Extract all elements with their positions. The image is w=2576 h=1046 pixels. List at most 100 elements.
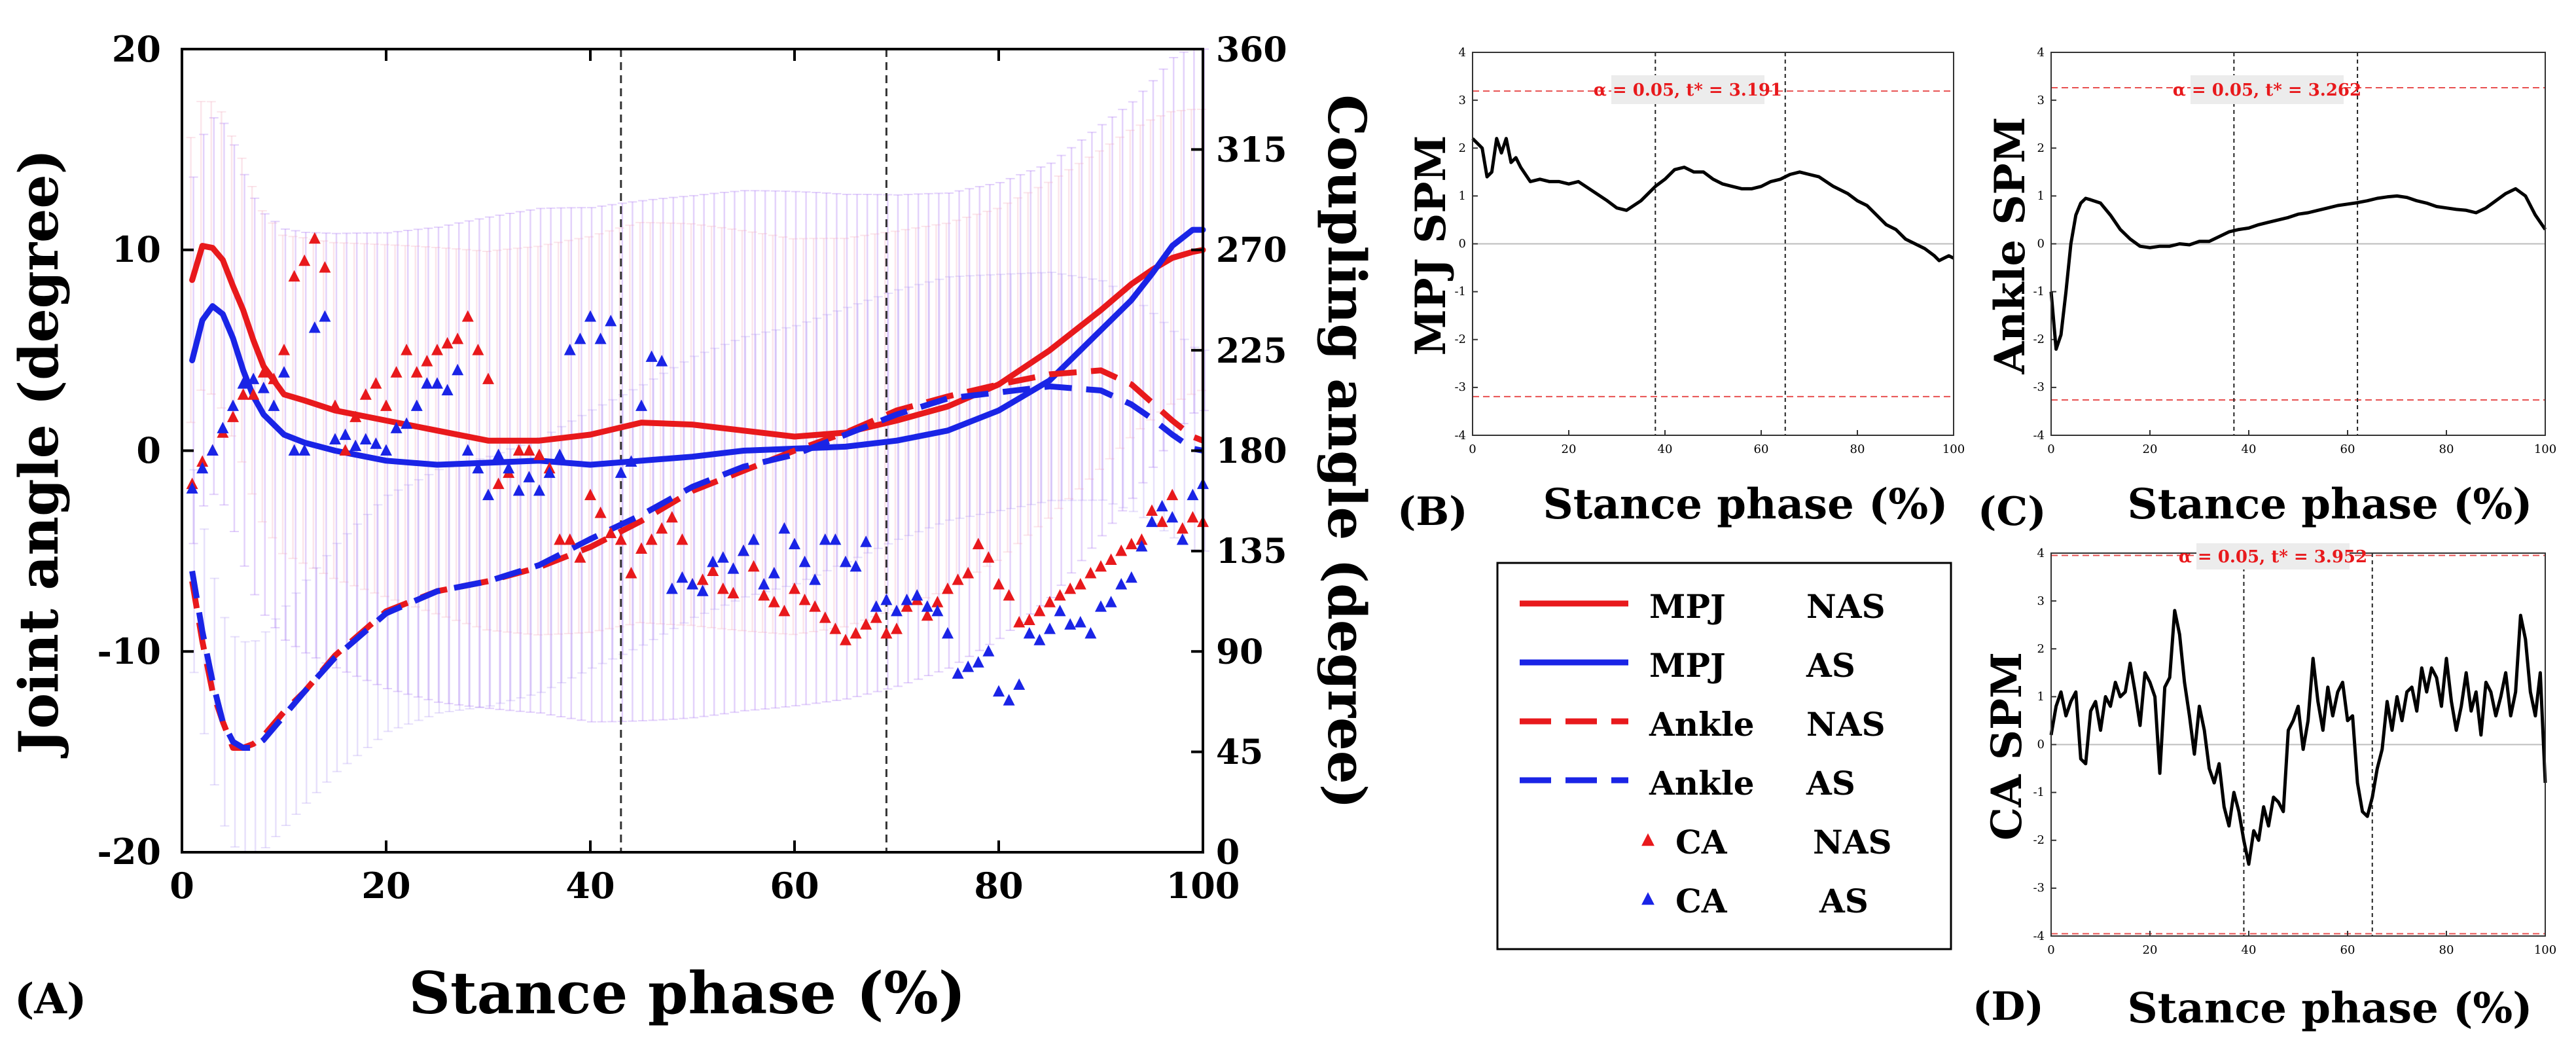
panel-c-chart: α = 0.05, t* = 3.262 4 3 2 1 0 -1 -2 -3 … [1978, 46, 2556, 535]
ca-point-as [268, 399, 280, 411]
panel-c-y-tick: 3 [2037, 94, 2045, 107]
panel-d-x-tick: 0 [2047, 943, 2054, 957]
panel-d-y-tick: 2 [2037, 642, 2045, 656]
ca-point-nas [329, 399, 341, 411]
panel-a-x-tick: 0 [170, 865, 194, 907]
panel-c-x-tick: 60 [2340, 442, 2355, 456]
panel-c-y-tick: -1 [2033, 285, 2045, 298]
panel-b-axes-frame [1472, 52, 1954, 436]
ca-point-nas [278, 344, 290, 355]
ca-point-nas [1033, 604, 1046, 617]
panel-d-y-tick: -3 [2033, 881, 2045, 895]
legend-entry-name: CA [1675, 882, 1728, 920]
panel-c-x-tick: 100 [2534, 442, 2556, 456]
ca-point-nas [492, 477, 505, 490]
panel-a-label: (A) [14, 975, 86, 1024]
ca-point-nas [656, 522, 668, 534]
panel-d-threshold-label: α = 0.05, t* = 3.952 [2179, 547, 2367, 567]
ca-point-nas [227, 410, 239, 422]
ca-point-as [1176, 533, 1189, 545]
ca-point-as [1115, 578, 1128, 590]
panel-c-x-tick: 40 [2242, 442, 2257, 456]
ca-point-as [1187, 488, 1199, 501]
spm-curve [2049, 187, 2547, 351]
ca-point-as [1044, 622, 1056, 634]
panel-c-axes-frame [2050, 52, 2546, 436]
panel-c-y-tick: 2 [2037, 141, 2045, 155]
panel-b-y-label: MPJ SPM [1406, 135, 1456, 356]
ca-point-nas [339, 444, 351, 456]
ca-point-nas [1023, 613, 1035, 626]
panel-b-y-tick: -2 [1454, 333, 1466, 346]
ca-point-nas [1125, 537, 1137, 550]
panel-a-y2-tick: 135 [1216, 532, 1287, 571]
ca-point-as [901, 593, 913, 605]
ca-point-as [288, 444, 300, 456]
panel-a-ca-points [186, 232, 1209, 706]
ca-point-nas [431, 344, 443, 355]
ca-point-as [594, 333, 607, 344]
ca-point-nas [1136, 533, 1148, 545]
panel-a-y2-tick: 0 [1216, 833, 1240, 873]
ca-point-nas [1095, 560, 1107, 572]
panel-a-y-label: Joint angle (degree) [8, 149, 71, 759]
ca-point-nas [870, 611, 882, 623]
panel-b-x-tick: 60 [1754, 442, 1769, 456]
panel-d-x-label: Stance phase (%) [2128, 984, 2533, 1033]
panel-b-y-tick: 2 [1459, 141, 1466, 155]
ca-point-as [1064, 618, 1077, 630]
panel-a-series [189, 226, 1206, 751]
ca-point-nas [1115, 544, 1128, 556]
ca-point-nas [696, 573, 709, 585]
panel-b-threshold-label-bg [1611, 75, 1764, 104]
ca-point-as [1156, 499, 1168, 512]
ca-point-nas [401, 344, 413, 355]
panel-d-x-tick: 100 [2534, 943, 2556, 957]
panel-b-y-tick: 3 [1459, 94, 1466, 107]
legend-entry-name: Ankle [1649, 764, 1755, 803]
ca-point-nas [1176, 522, 1189, 534]
ca-point-as [564, 344, 576, 355]
ca-point-as [206, 444, 219, 456]
ca-point-nas [349, 410, 362, 422]
ca-point-as [472, 461, 484, 474]
panel-c-y-tick: -4 [2033, 429, 2045, 442]
panel-a-y-tick: 10 [112, 228, 161, 270]
ca-point-as [645, 350, 658, 362]
legend-entry-name: MPJ [1649, 587, 1726, 626]
panel-b-chart: α = 0.05, t* = 3.191 4 3 2 1 0 -1 -2 -3 … [1397, 46, 1965, 535]
ca-point-as [1125, 571, 1137, 583]
ca-point-nas [707, 564, 719, 577]
ca-point-as [421, 377, 433, 389]
panel-c-y-label: Ankle SPM [1986, 117, 2035, 374]
panel-b-label: (B) [1397, 489, 1468, 535]
ca-point-nas [288, 270, 300, 282]
ca-point-nas [778, 604, 791, 617]
ca-point-as [319, 310, 331, 322]
panel-a-y2-tick: 180 [1216, 431, 1287, 471]
panel-a-x-tick: 40 [565, 865, 615, 907]
panel-b-threshold-label: α = 0.05, t* = 3.191 [1594, 81, 1782, 100]
ca-point-nas [370, 377, 382, 389]
ca-point-as [921, 600, 933, 612]
ca-point-nas [512, 444, 525, 456]
ca-point-nas [727, 586, 740, 599]
ca-point-nas [196, 455, 209, 467]
ca-point-as [860, 535, 872, 547]
panel-c-y-tick: 4 [2037, 46, 2045, 60]
ca-point-as [247, 372, 260, 384]
panel-c-y-tick: 1 [2037, 189, 2045, 203]
ca-point-as [696, 585, 709, 596]
ca-point-as [1074, 615, 1086, 628]
panel-d-y-label: CA SPM [1982, 652, 2031, 840]
ca-point-as [1084, 626, 1097, 639]
ca-point-as [952, 667, 964, 679]
ca-point-nas [952, 573, 964, 585]
ca-point-nas [410, 366, 423, 378]
ca-point-as [1023, 626, 1035, 639]
panel-b-x-tick: 0 [1469, 442, 1476, 456]
panel-b-x-tick: 20 [1562, 442, 1577, 456]
ca-point-nas [237, 388, 249, 400]
panel-b-x-tick: 100 [1942, 442, 1965, 456]
ca-point-nas [921, 609, 933, 621]
